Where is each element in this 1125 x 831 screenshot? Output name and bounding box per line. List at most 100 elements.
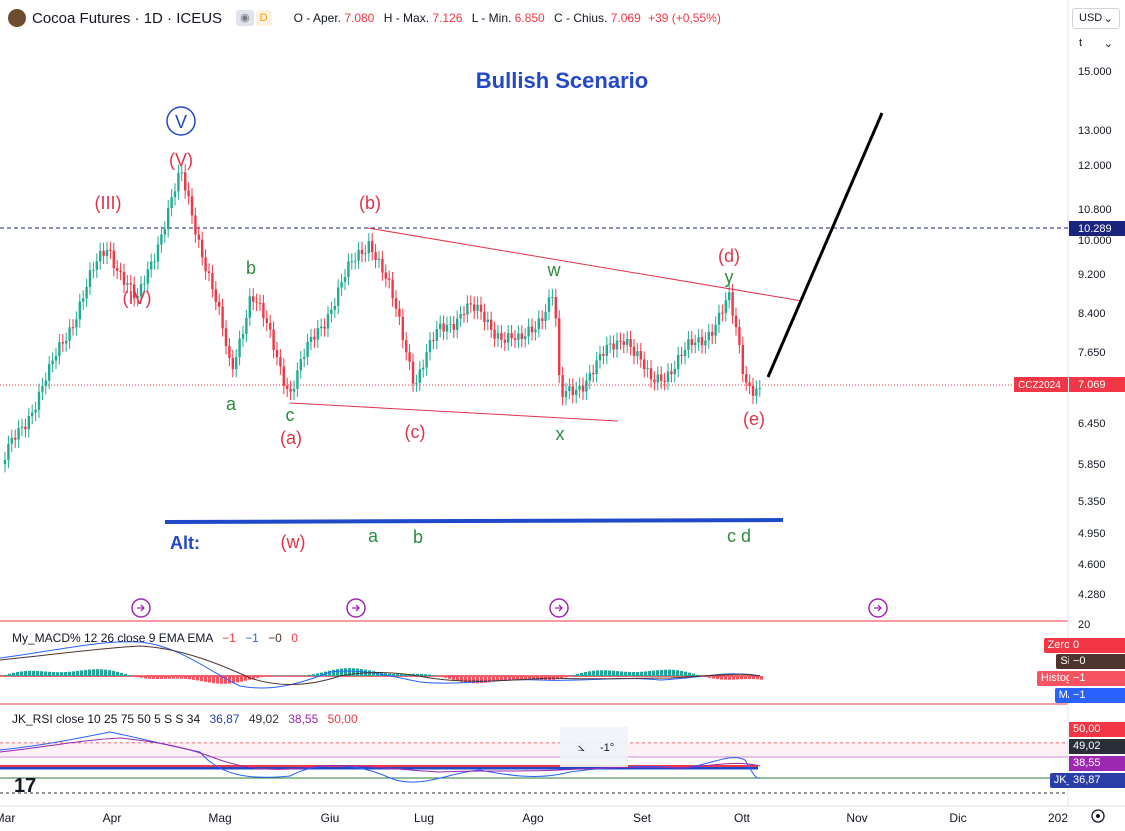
candle-body[interactable] bbox=[197, 234, 200, 240]
candle-body[interactable] bbox=[456, 318, 459, 330]
wave-label-paren-b[interactable]: (b) bbox=[359, 193, 381, 213]
candle-body[interactable] bbox=[734, 315, 738, 328]
candle-body[interactable] bbox=[728, 292, 731, 301]
candle-body[interactable] bbox=[714, 324, 717, 336]
candle-body[interactable] bbox=[666, 371, 670, 382]
candle-body[interactable] bbox=[143, 283, 146, 285]
wave-label-IV[interactable]: (IV) bbox=[123, 288, 152, 308]
wave-label-paren-a[interactable]: (a) bbox=[280, 428, 302, 448]
candle-body[interactable] bbox=[41, 386, 44, 392]
candle-body[interactable] bbox=[44, 380, 47, 387]
candle-body[interactable] bbox=[547, 297, 551, 312]
candle-body[interactable] bbox=[116, 268, 119, 271]
candle-body[interactable] bbox=[605, 344, 608, 356]
settings-gear-icon[interactable] bbox=[1091, 809, 1105, 823]
candle-body[interactable] bbox=[544, 311, 547, 322]
candle-body[interactable] bbox=[17, 427, 20, 440]
candle-body[interactable] bbox=[394, 298, 398, 309]
candle-body[interactable] bbox=[211, 273, 214, 290]
candle-body[interactable] bbox=[717, 312, 721, 325]
candle-body[interactable] bbox=[459, 314, 462, 319]
candle-body[interactable] bbox=[374, 252, 377, 261]
candle-body[interactable] bbox=[228, 346, 231, 358]
candle-body[interactable] bbox=[558, 318, 561, 376]
candle-body[interactable] bbox=[221, 306, 224, 329]
alt-label-b[interactable]: b bbox=[413, 527, 423, 547]
candle-body[interactable] bbox=[282, 366, 285, 386]
candle-body[interactable] bbox=[146, 269, 149, 284]
candle-body[interactable] bbox=[255, 301, 258, 303]
candle-body[interactable] bbox=[388, 278, 391, 281]
candle-body[interactable] bbox=[204, 257, 207, 272]
candle-body[interactable] bbox=[367, 241, 370, 254]
candle-body[interactable] bbox=[119, 270, 122, 272]
candle-body[interactable] bbox=[636, 351, 639, 357]
candle-body[interactable] bbox=[20, 426, 24, 428]
candle-body[interactable] bbox=[384, 272, 387, 279]
candle-body[interactable] bbox=[758, 388, 761, 390]
candle-body[interactable] bbox=[238, 338, 241, 358]
candle-body[interactable] bbox=[316, 328, 319, 340]
candle-body[interactable] bbox=[513, 338, 517, 340]
scenario-title[interactable]: Bullish Scenario bbox=[476, 68, 648, 93]
candle-body[interactable] bbox=[173, 191, 177, 198]
upper-trendline[interactable] bbox=[367, 227, 803, 302]
wave-label-c[interactable]: c bbox=[286, 405, 295, 425]
candle-body[interactable] bbox=[61, 342, 64, 344]
candle-body[interactable] bbox=[595, 360, 598, 375]
candle-body[interactable] bbox=[707, 331, 710, 341]
candle-body[interactable] bbox=[323, 326, 326, 329]
candle-body[interactable] bbox=[704, 340, 707, 346]
candle-body[interactable] bbox=[639, 351, 642, 360]
candle-body[interactable] bbox=[102, 250, 105, 256]
wave-label-y[interactable]: y bbox=[725, 267, 734, 287]
candle-body[interactable] bbox=[609, 343, 612, 345]
candle-body[interactable] bbox=[432, 340, 435, 342]
candle-body[interactable] bbox=[568, 386, 571, 391]
candle-body[interactable] bbox=[578, 385, 581, 390]
candle-body[interactable] bbox=[415, 382, 418, 384]
candle-body[interactable] bbox=[299, 359, 302, 371]
candle-body[interactable] bbox=[588, 372, 591, 381]
candle-body[interactable] bbox=[112, 250, 115, 269]
candle-body[interactable] bbox=[92, 269, 95, 271]
candle-body[interactable] bbox=[333, 305, 336, 310]
candle-body[interactable] bbox=[751, 385, 755, 396]
candle-body[interactable] bbox=[207, 271, 211, 274]
candle-body[interactable] bbox=[320, 326, 323, 329]
candle-body[interactable] bbox=[184, 172, 187, 191]
candle-body[interactable] bbox=[150, 261, 153, 270]
candle-body[interactable] bbox=[224, 328, 228, 347]
candle-body[interactable] bbox=[190, 196, 194, 216]
candle-body[interactable] bbox=[326, 314, 330, 329]
candle-body[interactable] bbox=[585, 380, 588, 392]
candle-body[interactable] bbox=[296, 370, 299, 389]
candle-body[interactable] bbox=[177, 172, 180, 192]
candle-body[interactable] bbox=[252, 296, 255, 302]
macd-legend[interactable]: My_MACD% 12 26 close 9 EMA EMA −1 −1 −0 … bbox=[12, 631, 298, 645]
candle-body[interactable] bbox=[592, 372, 595, 375]
candle-body[interactable] bbox=[303, 357, 306, 360]
candle-body[interactable] bbox=[660, 374, 663, 381]
candle-body[interactable] bbox=[170, 197, 173, 209]
candle-body[interactable] bbox=[343, 277, 347, 282]
candle-body[interactable] bbox=[493, 329, 496, 339]
eye-badge-icon[interactable]: ◉ bbox=[236, 10, 254, 26]
candle-body[interactable] bbox=[180, 172, 183, 174]
candle-body[interactable] bbox=[109, 249, 112, 251]
candle-body[interactable] bbox=[231, 357, 234, 370]
candle-body[interactable] bbox=[7, 443, 10, 461]
candle-body[interactable] bbox=[95, 261, 98, 270]
candle-body[interactable] bbox=[469, 303, 472, 305]
candles-group[interactable] bbox=[3, 164, 761, 473]
candle-body[interactable] bbox=[391, 280, 394, 299]
candle-body[interactable] bbox=[486, 319, 489, 323]
wave-label-b[interactable]: b bbox=[246, 258, 256, 278]
candle-body[interactable] bbox=[445, 324, 449, 332]
candle-body[interactable] bbox=[258, 302, 262, 304]
candle-body[interactable] bbox=[490, 319, 493, 330]
candle-body[interactable] bbox=[575, 389, 578, 396]
candle-body[interactable] bbox=[357, 249, 360, 261]
candle-body[interactable] bbox=[187, 190, 190, 197]
candle-body[interactable] bbox=[218, 301, 221, 307]
